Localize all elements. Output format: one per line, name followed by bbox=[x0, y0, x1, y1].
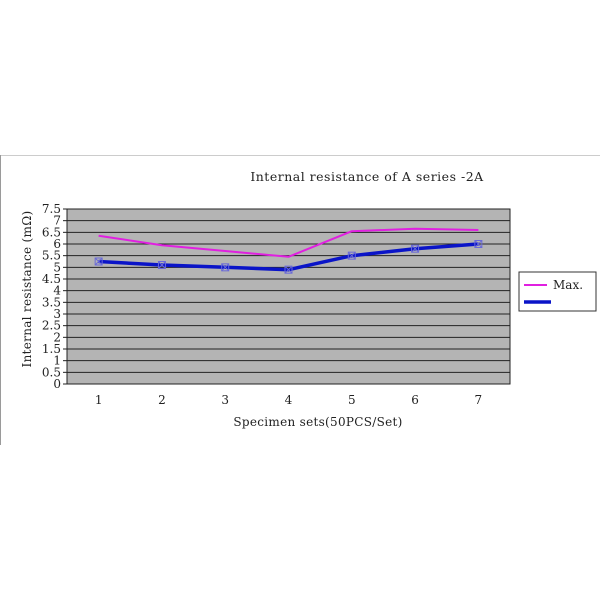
y-tick-label: 0.5 bbox=[42, 365, 61, 379]
chart-canvas: 00.511.522.533.544.555.566.577.51 2 3 4 5 6 7 … bbox=[0, 155, 600, 445]
x-tick-label: 5 bbox=[348, 393, 356, 407]
y-tick-label: 4.5 bbox=[42, 272, 61, 286]
y-tick-label: 7.5 bbox=[42, 202, 61, 216]
plot-area: 00.511.522.533.544.555.566.577.51 2 3 4 5 6 7 bbox=[42, 202, 511, 407]
y-tick-label: 3.5 bbox=[42, 295, 61, 309]
y-tick-label: 3 bbox=[53, 307, 61, 321]
legend: Max. bbox=[518, 271, 597, 312]
series-point-marker bbox=[284, 265, 293, 274]
chart-frame: 0 0.5 1 1.5 2 2.5 3 3.5 4 4.5 5 5.5 6 6.5 7 7.5 1 2 3 4 5 6 7 … bbox=[0, 155, 600, 445]
plot-background bbox=[66, 208, 511, 385]
series-point-box bbox=[284, 265, 293, 274]
series-point-marker bbox=[158, 261, 166, 269]
y-tick-label: 5.5 bbox=[42, 249, 61, 263]
series-point-box bbox=[347, 251, 356, 260]
x-tick-label: 4 bbox=[285, 393, 293, 407]
y-tick-label: 5 bbox=[53, 260, 61, 274]
x-tick-label: 6 bbox=[411, 393, 419, 407]
chart-title: Internal resistance of A series -2A bbox=[250, 169, 484, 184]
y-tick-label: 0 bbox=[53, 377, 61, 391]
series-point-box bbox=[474, 240, 483, 248]
series-point-marker bbox=[94, 257, 103, 266]
series-point-marker bbox=[347, 251, 356, 260]
y-tick-label: 2 bbox=[53, 330, 61, 344]
series-point-marker bbox=[221, 263, 230, 272]
y-tick-label: 6 bbox=[53, 237, 61, 251]
x-tick-label: 1 bbox=[95, 393, 103, 407]
series-point-marker bbox=[411, 244, 419, 253]
legend-label-max: Max. bbox=[553, 278, 583, 292]
y-tick-label: 4 bbox=[53, 284, 61, 298]
series-point-box bbox=[221, 263, 230, 272]
series-point-marker bbox=[474, 240, 483, 248]
y-tick-label: 6.5 bbox=[42, 225, 61, 239]
x-tick-label: 2 bbox=[158, 393, 166, 407]
x-tick-label: 3 bbox=[221, 393, 229, 407]
y-axis-label: Internal resistance (mΩ) bbox=[20, 211, 34, 368]
series-point-box bbox=[411, 244, 420, 253]
y-tick-label: 1.5 bbox=[42, 342, 61, 356]
y-tick-label: 7 bbox=[53, 214, 61, 228]
y-tick-label: 2.5 bbox=[42, 319, 61, 333]
x-axis-label: Specimen sets(50PCS/Set) bbox=[233, 415, 402, 429]
y-tick-label: 1 bbox=[53, 354, 61, 368]
legend-box bbox=[518, 271, 597, 312]
series-point-box bbox=[94, 257, 103, 266]
series-point-box bbox=[157, 261, 166, 269]
series-line-1 bbox=[98, 227, 479, 258]
x-tick-label: 7 bbox=[475, 393, 483, 407]
